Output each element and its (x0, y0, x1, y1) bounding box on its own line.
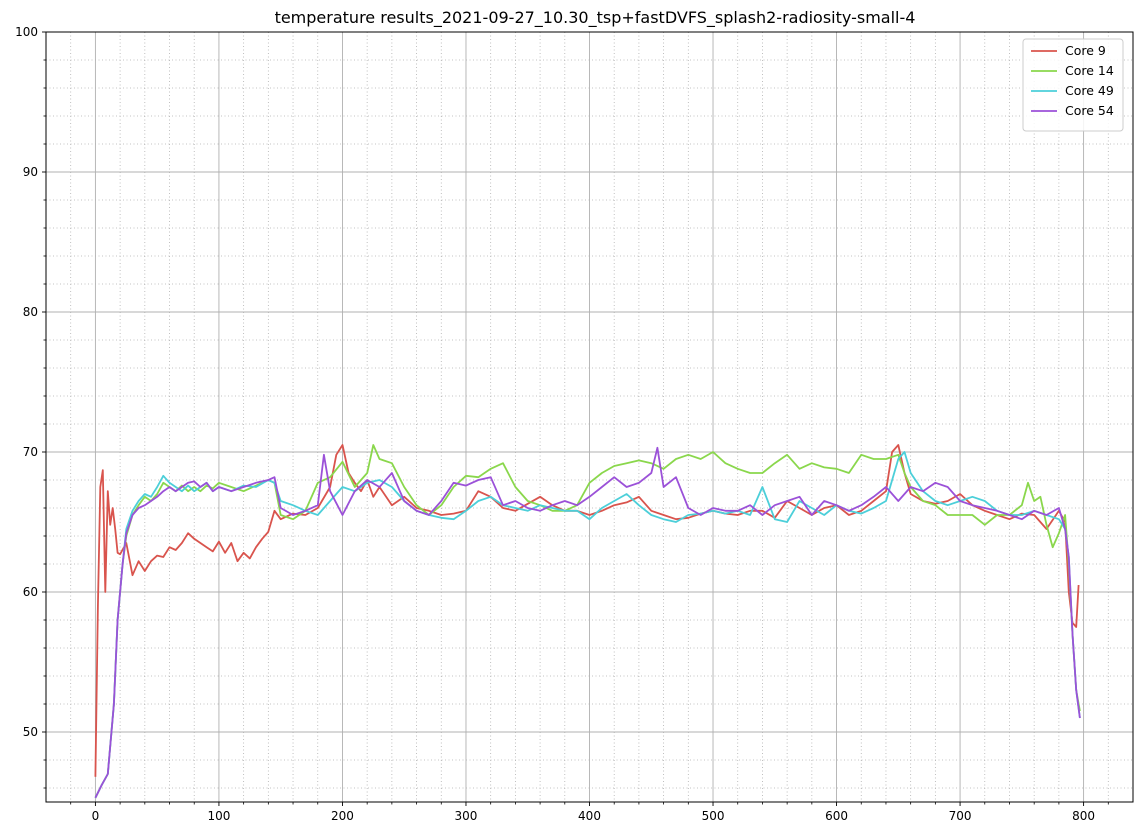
legend: Core 9 Core 14 Core 49 Core 54 (1022, 38, 1124, 132)
chart-title: temperature results_2021-09-27_10.30_tsp… (275, 8, 916, 28)
legend-label: Core 54 (1065, 103, 1114, 118)
x-tick-label: 0 (92, 809, 100, 823)
y-tick-label: 90 (23, 165, 38, 179)
legend-box (1022, 38, 1124, 132)
x-tick-label: 500 (702, 809, 725, 823)
x-tick-label: 300 (455, 809, 478, 823)
legend-label: Core 14 (1065, 63, 1114, 78)
x-tick-label: 100 (207, 809, 230, 823)
series-line-core-54 (94, 446, 1081, 799)
series-lines (94, 444, 1081, 799)
x-tick-label: 700 (949, 809, 972, 823)
x-tick-label: 800 (1072, 809, 1095, 823)
y-tick-label: 100 (15, 25, 38, 39)
x-tick-label: 600 (825, 809, 848, 823)
y-tick-label: 80 (23, 305, 38, 319)
legend-label: Core 49 (1065, 83, 1114, 98)
y-tick-label: 70 (23, 445, 38, 459)
legend-label: Core 9 (1065, 43, 1106, 58)
x-tick-label: 400 (578, 809, 601, 823)
y-axis: 50 60 70 80 90 100 (15, 25, 46, 789)
x-axis: 0 100 200 300 400 500 600 700 800 (70, 802, 1109, 823)
y-tick-label: 50 (23, 725, 38, 739)
y-tick-label: 60 (23, 585, 38, 599)
x-tick-label: 200 (331, 809, 354, 823)
